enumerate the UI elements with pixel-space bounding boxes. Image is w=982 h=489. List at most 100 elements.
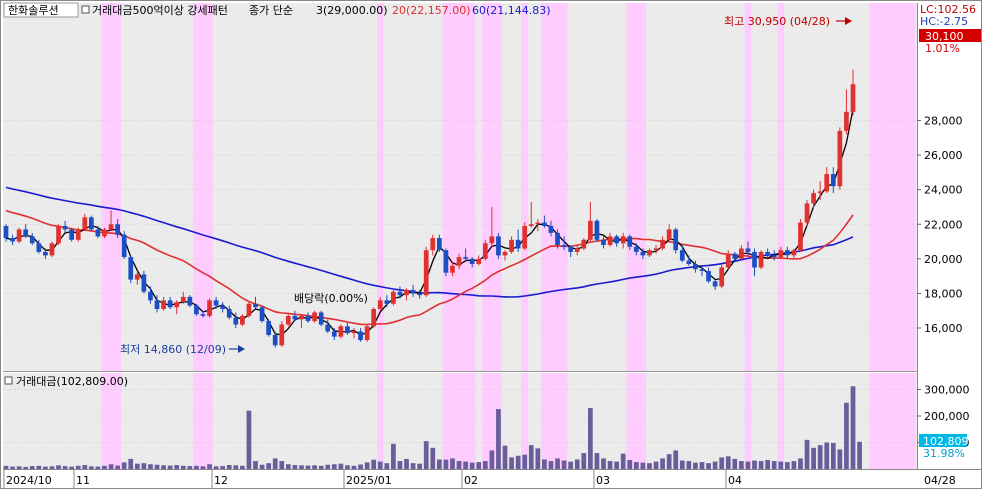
date-label: 02 <box>464 474 478 487</box>
volume-bar <box>43 466 48 469</box>
candle-body <box>456 257 462 266</box>
price-change: 1.01% <box>925 42 960 55</box>
volume-bar <box>358 464 363 469</box>
volume-bar <box>804 439 810 469</box>
volume-bar <box>811 447 816 469</box>
volume-bar <box>443 459 449 469</box>
candle-body <box>194 305 199 315</box>
candle-body <box>784 250 790 256</box>
candle-body <box>23 229 29 237</box>
volume-bar <box>318 465 324 469</box>
volume-bar <box>391 443 396 469</box>
volume-bar <box>719 457 725 469</box>
volume-bar <box>325 464 331 469</box>
candle-body <box>476 258 482 265</box>
high-annotation: 최고 30,950 (04/28) <box>724 15 830 28</box>
candle-body <box>817 191 823 194</box>
high-arrow-icon <box>836 17 852 25</box>
highlight-band <box>626 3 647 371</box>
candle-body <box>739 248 744 259</box>
candle-body <box>601 239 606 245</box>
candle-body <box>535 222 541 225</box>
candle-body <box>69 229 75 240</box>
volume-bar <box>397 461 403 469</box>
volume-bar <box>49 466 55 469</box>
candle-body <box>331 331 337 337</box>
candle-body <box>771 255 777 258</box>
candle-body <box>594 220 600 240</box>
candle-body <box>207 300 212 316</box>
candle-body <box>679 250 685 261</box>
volume-bar <box>798 458 803 469</box>
volume-bar <box>292 465 298 469</box>
volume-bar <box>246 410 252 469</box>
candle-body <box>371 308 377 327</box>
candle-body <box>509 239 514 252</box>
volume-bar <box>351 465 357 469</box>
candle-body <box>3 225 9 239</box>
candle-body <box>266 321 271 335</box>
volume-bar <box>3 465 9 469</box>
volume-bar <box>778 461 784 469</box>
volume-bar <box>226 465 232 469</box>
ma60-line <box>5 186 854 298</box>
dividend-annotation: 배당락(0.00%) <box>294 292 368 305</box>
volume-checkbox[interactable] <box>4 376 13 385</box>
volume-bar <box>345 465 350 469</box>
candle-body <box>95 229 101 237</box>
candle-body <box>200 314 206 316</box>
lc-label: LC:102.56 <box>920 3 976 16</box>
volume-bar <box>312 465 317 469</box>
highlight-band <box>521 3 528 371</box>
price-tick-label: 16,000 <box>924 322 963 335</box>
price-tick-label: 20,000 <box>924 253 963 266</box>
candle-body <box>673 229 679 251</box>
volume-bar <box>633 462 639 469</box>
candle-body <box>561 245 567 247</box>
volume-bar <box>824 442 830 469</box>
pattern-highlights <box>101 3 916 469</box>
volume-bar <box>233 465 239 469</box>
candle-body <box>180 296 186 303</box>
candle-body <box>469 258 475 265</box>
pattern-checkbox[interactable] <box>81 5 90 14</box>
candle-body <box>29 236 35 244</box>
volume-bar <box>331 464 337 469</box>
stock-name-box[interactable] <box>3 2 79 18</box>
volume-bar <box>95 466 101 469</box>
volume-bars <box>3 386 862 469</box>
candle-body <box>804 203 810 223</box>
volume-bar <box>266 463 271 469</box>
candle-body <box>607 236 613 245</box>
candle-body <box>758 251 764 268</box>
price-tick-label: 22,000 <box>924 218 963 231</box>
candle-body <box>640 251 646 256</box>
volume-bar <box>299 465 304 469</box>
volume-bar <box>568 461 574 469</box>
candle-body <box>489 236 495 244</box>
candle-body <box>115 224 120 235</box>
candle-body <box>351 331 357 334</box>
candle-body <box>213 300 219 306</box>
candle-body <box>338 326 344 337</box>
candle-body <box>844 111 849 131</box>
candle-body <box>259 307 265 322</box>
candle-body <box>555 232 560 245</box>
candle-body <box>542 222 547 226</box>
volume-bar <box>10 466 15 469</box>
candle-body <box>765 251 771 256</box>
candle-body <box>712 281 718 287</box>
volume-bar <box>581 453 587 469</box>
volume-bar <box>857 441 862 469</box>
price-tag-value: 30,100 <box>925 30 964 43</box>
date-label: 2024/10 <box>6 474 52 487</box>
volume-bar <box>548 461 554 469</box>
volume-bar <box>450 458 455 469</box>
volume-tag-value: 102,809 <box>923 435 969 448</box>
highlight-band <box>193 3 213 371</box>
volume-bar <box>410 463 416 469</box>
candle-body <box>706 270 711 282</box>
volume-bar <box>601 458 606 469</box>
highlight-band <box>744 373 752 469</box>
